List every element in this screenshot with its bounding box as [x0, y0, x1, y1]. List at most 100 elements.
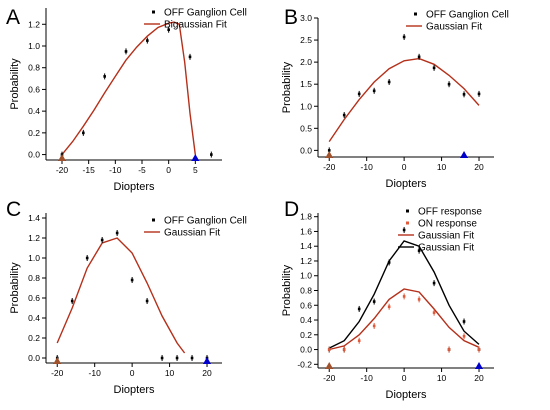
- fit-line: [329, 288, 480, 351]
- y-tick-label: 1.0: [28, 41, 40, 51]
- data-point: [160, 356, 164, 360]
- fit-line: [61, 21, 196, 156]
- data-point: [167, 28, 170, 32]
- legend-point-symbol: [414, 12, 417, 16]
- y-axis-label: Probability: [281, 264, 293, 316]
- x-tick-label: 0: [166, 165, 171, 175]
- legend-point-symbol: [406, 221, 409, 225]
- data-point: [462, 320, 466, 323]
- data-point: [82, 131, 85, 135]
- data-point: [387, 305, 391, 309]
- data-point: [100, 238, 104, 242]
- y-tick-label: 1.4: [300, 241, 312, 251]
- y-tick-label: 1.2: [300, 256, 312, 266]
- x-axis-label: Diopters: [386, 389, 427, 401]
- data-point: [417, 298, 421, 301]
- data-point: [372, 324, 376, 328]
- data-point: [342, 113, 346, 117]
- data-point: [342, 348, 346, 351]
- data-point: [327, 348, 331, 351]
- data-point: [432, 311, 436, 314]
- x-tick-label: 10: [165, 368, 175, 378]
- x-tick-label: -10: [361, 373, 374, 383]
- legend-label: OFF Ganglion Cell: [164, 216, 247, 227]
- data-point: [357, 307, 361, 311]
- data-point: [372, 300, 376, 303]
- x-tick-label: -20: [323, 373, 336, 383]
- data-point: [447, 348, 451, 351]
- x-tick-label: 20: [474, 373, 484, 383]
- legend-label: Gaussian Fit: [418, 243, 474, 254]
- legend-label: ON response: [418, 219, 477, 230]
- data-point: [432, 281, 436, 285]
- y-tick-label: 1.0: [300, 101, 312, 111]
- x-tick-label: -10: [361, 162, 374, 172]
- x-tick-label: 20: [474, 162, 484, 172]
- stimulus-marker: [325, 151, 334, 158]
- y-tick-label: 0.8: [300, 286, 312, 296]
- x-tick-label: -5: [138, 165, 146, 175]
- y-axis-label: Probability: [9, 262, 21, 314]
- data-point: [402, 295, 406, 298]
- data-point: [402, 228, 406, 232]
- panel-letter-a: A: [6, 6, 20, 29]
- data-point: [462, 334, 466, 338]
- y-tick-label: 0.4: [28, 313, 40, 323]
- data-point: [462, 93, 466, 96]
- y-tick-label: 0.5: [300, 123, 312, 133]
- x-tick-label: -15: [83, 165, 96, 175]
- x-tick-label: -10: [89, 368, 102, 378]
- y-tick-label: 0.0: [300, 145, 312, 155]
- legend-label: Bigaussian Fit: [164, 20, 227, 31]
- legend-point-symbol: [152, 218, 155, 222]
- panel-b: B -20 -10 0 10 20 0.0 0.5 1.0 1.5 2.0 2.5 3.0 Diopte…: [281, 6, 509, 190]
- fit-line: [328, 240, 480, 349]
- y-tick-label: 1.0: [300, 271, 312, 281]
- y-tick-label: 0.6: [28, 293, 40, 303]
- x-tick-label: 20: [202, 368, 212, 378]
- panel-letter-d: D: [284, 198, 299, 221]
- data-point: [357, 92, 361, 96]
- x-tick-label: 0: [402, 162, 407, 172]
- y-tick-label: 2.5: [300, 35, 312, 45]
- panel-a: A -20 -15 -10 -5 0 5 0.0 0.2 0.4 0.6 0.8 1.0 1.2 Diop…: [6, 6, 247, 193]
- y-tick-label: 0.6: [28, 84, 40, 94]
- legend-label: Gaussian Fit: [426, 22, 482, 33]
- data-point: [402, 35, 406, 39]
- y-tick-label: 3.0: [300, 13, 312, 23]
- y-tick-label: 0.2: [28, 128, 40, 138]
- x-tick-label: 10: [437, 373, 447, 383]
- x-axis-label: Diopters: [386, 178, 427, 190]
- data-point: [130, 278, 134, 282]
- data-point: [70, 299, 74, 303]
- panel-letter-b: B: [284, 6, 298, 29]
- fit-line: [56, 237, 186, 354]
- stimulus-marker: [53, 357, 62, 364]
- data-point: [417, 249, 421, 252]
- stimulus-marker: [203, 357, 212, 364]
- y-tick-label: 0.0: [300, 345, 312, 355]
- legend-label: Gaussian Fit: [164, 228, 220, 239]
- y-tick-label: 1.2: [28, 233, 40, 243]
- y-axis-label: Probability: [9, 58, 21, 110]
- y-tick-label: 0.8: [28, 273, 40, 283]
- panel-letter-c: C: [6, 198, 21, 221]
- y-axis-label: Probability: [281, 61, 293, 113]
- legend-label: OFF Ganglion Cell: [164, 8, 247, 19]
- panel-c: C -20 -10 0 10 20 0.0 0.2 0.4 0.6 0.8 1.0 1.2 1.4 Dio…: [6, 198, 247, 396]
- x-tick-label: -10: [109, 165, 122, 175]
- x-axis-label: Diopters: [114, 181, 155, 193]
- y-tick-label: 1.0: [28, 253, 40, 263]
- y-tick-label: 1.4: [28, 213, 40, 223]
- data-point: [190, 356, 194, 360]
- y-tick-label: 1.6: [300, 226, 312, 236]
- y-tick-label: 0.4: [300, 315, 312, 325]
- legend-point-symbol: [152, 10, 155, 14]
- fit-line: [328, 57, 480, 142]
- y-tick-label: 0.0: [28, 150, 40, 160]
- x-tick-label: 0: [402, 373, 407, 383]
- data-point: [188, 55, 192, 59]
- y-tick-label: 0.0: [28, 353, 40, 363]
- stimulus-marker: [191, 154, 200, 161]
